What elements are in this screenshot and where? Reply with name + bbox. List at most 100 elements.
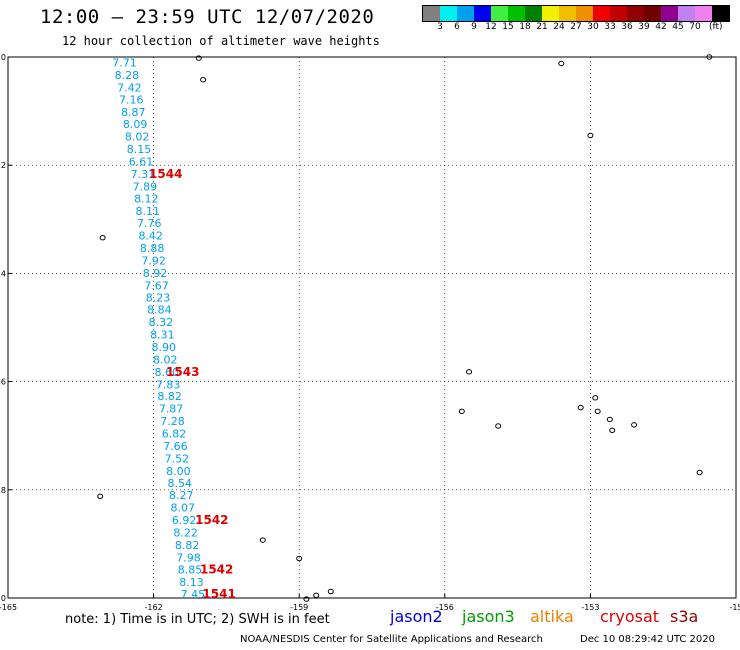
legend-entry-jason3: jason3: [462, 607, 515, 626]
colorbar-swatch: [661, 6, 678, 21]
y-tick-label: -16: [0, 378, 6, 387]
colorbar-tick-label: 70: [689, 22, 701, 32]
page-title: 12:00 – 23:59 UTC 12/07/2020: [40, 6, 375, 28]
axis-ticks: -10 -12 -14 -16 -18 -20-165 -162 -159 -156 -153 -1…: [0, 53, 740, 612]
page-subtitle: 12 hour collection of altimeter wave hei…: [62, 34, 380, 48]
wave-height-value: 8.12: [134, 193, 159, 206]
wave-height-value: 8.13: [179, 576, 204, 589]
colorbar-swatch: [457, 6, 474, 21]
legend-entry-cryosat: cryosat: [600, 607, 660, 626]
colorbar-swatch: [593, 6, 610, 21]
x-tick-label: -153: [581, 603, 599, 612]
time-label: 1542: [200, 562, 233, 576]
wave-height-value: 6.61: [129, 155, 154, 168]
time-label: 1542: [195, 513, 228, 527]
wave-height-value: 8.11: [136, 205, 161, 218]
colorbar-swatch: [610, 6, 627, 21]
wave-height-value: 8.60: [154, 366, 179, 379]
wave-height-value: 8.02: [153, 353, 178, 366]
island-outline: [466, 369, 473, 375]
wave-height-value: 7.83: [156, 378, 181, 391]
colorbar-tick-label: 15: [502, 22, 514, 32]
wave-height-value: 7.89: [133, 180, 158, 193]
wave-height-value: 8.23: [146, 292, 171, 305]
x-tick-label: -165: [0, 603, 17, 612]
wave-height-value: 8.07: [170, 502, 195, 515]
island-outline: [327, 588, 334, 595]
wave-height-value: 7.92: [141, 254, 166, 267]
island-outline: [696, 469, 703, 476]
wave-height-value: 8.22: [173, 527, 198, 540]
wave-height-value: 8.92: [143, 267, 168, 280]
colorbar-swatch: [423, 6, 440, 21]
colorbar-tick-label: 30: [587, 22, 599, 32]
wave-height-value: 7.67: [144, 279, 169, 292]
island-outline: [609, 427, 616, 433]
time-label: 1541: [202, 587, 235, 601]
wave-height-value: 8.85: [178, 563, 203, 576]
colorbar-tick-label: 21: [536, 22, 548, 32]
footer-credit: NOAA/NESDIS Center for Satellite Applica…: [240, 634, 543, 645]
wave-height-value: 7.76: [137, 217, 162, 230]
y-tick-label: -12: [0, 161, 6, 170]
wave-height-value: 7.31: [131, 168, 156, 181]
colorbar-swatch: [576, 6, 593, 21]
colorbar-unit: (ft): [709, 22, 723, 32]
wave-height-value: 8.88: [140, 242, 165, 255]
wave-height-value: 8.82: [157, 390, 182, 403]
y-tick-label: -10: [0, 53, 6, 62]
wave-height-colorbar: [422, 5, 730, 22]
time-label: 1543: [166, 365, 199, 379]
island-outline: [97, 493, 104, 499]
island-outline: [99, 234, 106, 241]
x-tick-label: -159: [290, 603, 308, 612]
x-tick-label: -15: [729, 603, 740, 612]
wave-height-value: 8.84: [147, 304, 172, 317]
wave-height-value: 8.28: [115, 69, 140, 82]
wave-height-value: 8.32: [149, 316, 174, 329]
wave-height-value: 7.52: [165, 452, 190, 465]
colorbar-tick-label: 33: [604, 22, 616, 32]
map-border: [7, 56, 737, 599]
wave-height-value: 6.92: [172, 514, 197, 527]
wave-height-value: 8.09: [123, 118, 148, 131]
colorbar-tick-label: 3: [437, 22, 443, 32]
colorbar-swatch: [695, 6, 712, 21]
map-grid: [8, 57, 736, 598]
colorbar-swatch: [542, 6, 559, 21]
island-outline: [577, 404, 584, 411]
colorbar-swatch: [627, 6, 644, 21]
island-outline: [259, 537, 266, 543]
colorbar-tick-label: 39: [638, 22, 650, 32]
wave-height-value: 8.42: [138, 230, 163, 243]
wave-height-value: 8.00: [166, 465, 191, 478]
island-outline: [313, 592, 320, 598]
island-outline: [594, 408, 601, 415]
wave-height-value: 8.82: [175, 539, 200, 552]
colorbar-labels: 3 6 9 12 15 18 21 24 27 30 33 36 39 42 45 70: [422, 22, 740, 34]
colorbar-swatch: [440, 6, 457, 21]
colorbar-swatch: [712, 6, 729, 21]
island-outline: [592, 395, 599, 401]
colorbar-tick-label: 12: [485, 22, 497, 32]
colorbar-swatch: [678, 6, 695, 21]
colorbar-tick-label: 24: [553, 22, 565, 32]
y-tick-label: -20: [0, 594, 6, 603]
colorbar-swatch: [508, 6, 525, 21]
x-tick-label: -156: [436, 603, 454, 612]
legend-entry-s3a: s3a: [670, 607, 699, 626]
map-frame: [7, 56, 737, 599]
colorbar-tick-label: 6: [454, 22, 460, 32]
wave-height-value: 7.98: [176, 551, 201, 564]
colorbar-tick-label: 18: [519, 22, 531, 32]
colorbar-swatch: [525, 6, 542, 21]
wave-height-value: 8.31: [150, 329, 175, 342]
colorbar-tick-label: 45: [672, 22, 684, 32]
wave-height-value: 7.42: [117, 81, 142, 94]
wave-height-points: 7.718.287.427.168.878.098.028.156.617.31…: [112, 56, 205, 601]
island-outline: [458, 408, 465, 415]
wave-height-value: 8.02: [125, 131, 150, 144]
island-outline: [303, 596, 310, 602]
island-outline: [195, 55, 202, 61]
island-outline: [706, 54, 713, 60]
